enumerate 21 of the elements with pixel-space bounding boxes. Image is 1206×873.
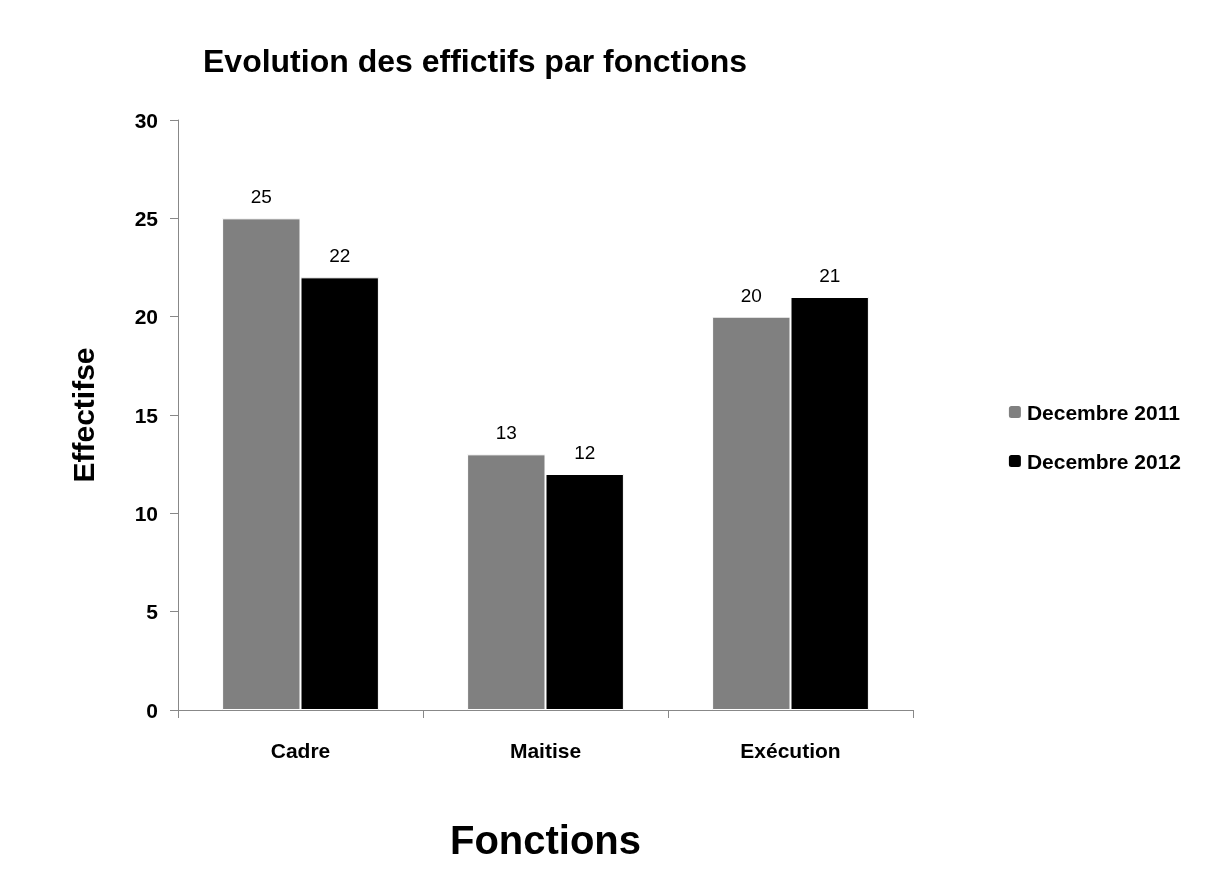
y-tick-label: 20: [134, 305, 158, 329]
x-tick-label: Exécution: [740, 739, 841, 762]
legend-label: Decembre 2012: [1026, 449, 1181, 473]
x-tick-label: Maitise: [509, 739, 582, 762]
data-label: 13: [495, 422, 517, 444]
x-axis-title: Fonctions: [449, 818, 642, 862]
data-label: 12: [574, 442, 596, 463]
chart-title: Evolution des effictifs par fonctions: [202, 43, 748, 79]
y-tick-label: 5: [146, 600, 159, 624]
y-tick-label: 10: [134, 501, 158, 525]
y-tick-label: 25: [134, 206, 159, 230]
data-label: 20: [740, 284, 762, 306]
data-label: 21: [819, 265, 841, 286]
legend-label: Decembre 2011: [1026, 400, 1181, 424]
data-label: 22: [329, 245, 351, 267]
y-axis-title: Effectifse: [66, 347, 100, 483]
x-tick-label: Cadre: [270, 739, 331, 762]
y-tick-label: 0: [146, 698, 158, 722]
y-tick-label: 30: [134, 108, 158, 132]
y-tick-label: 15: [134, 403, 159, 427]
data-label: 25: [250, 186, 272, 208]
